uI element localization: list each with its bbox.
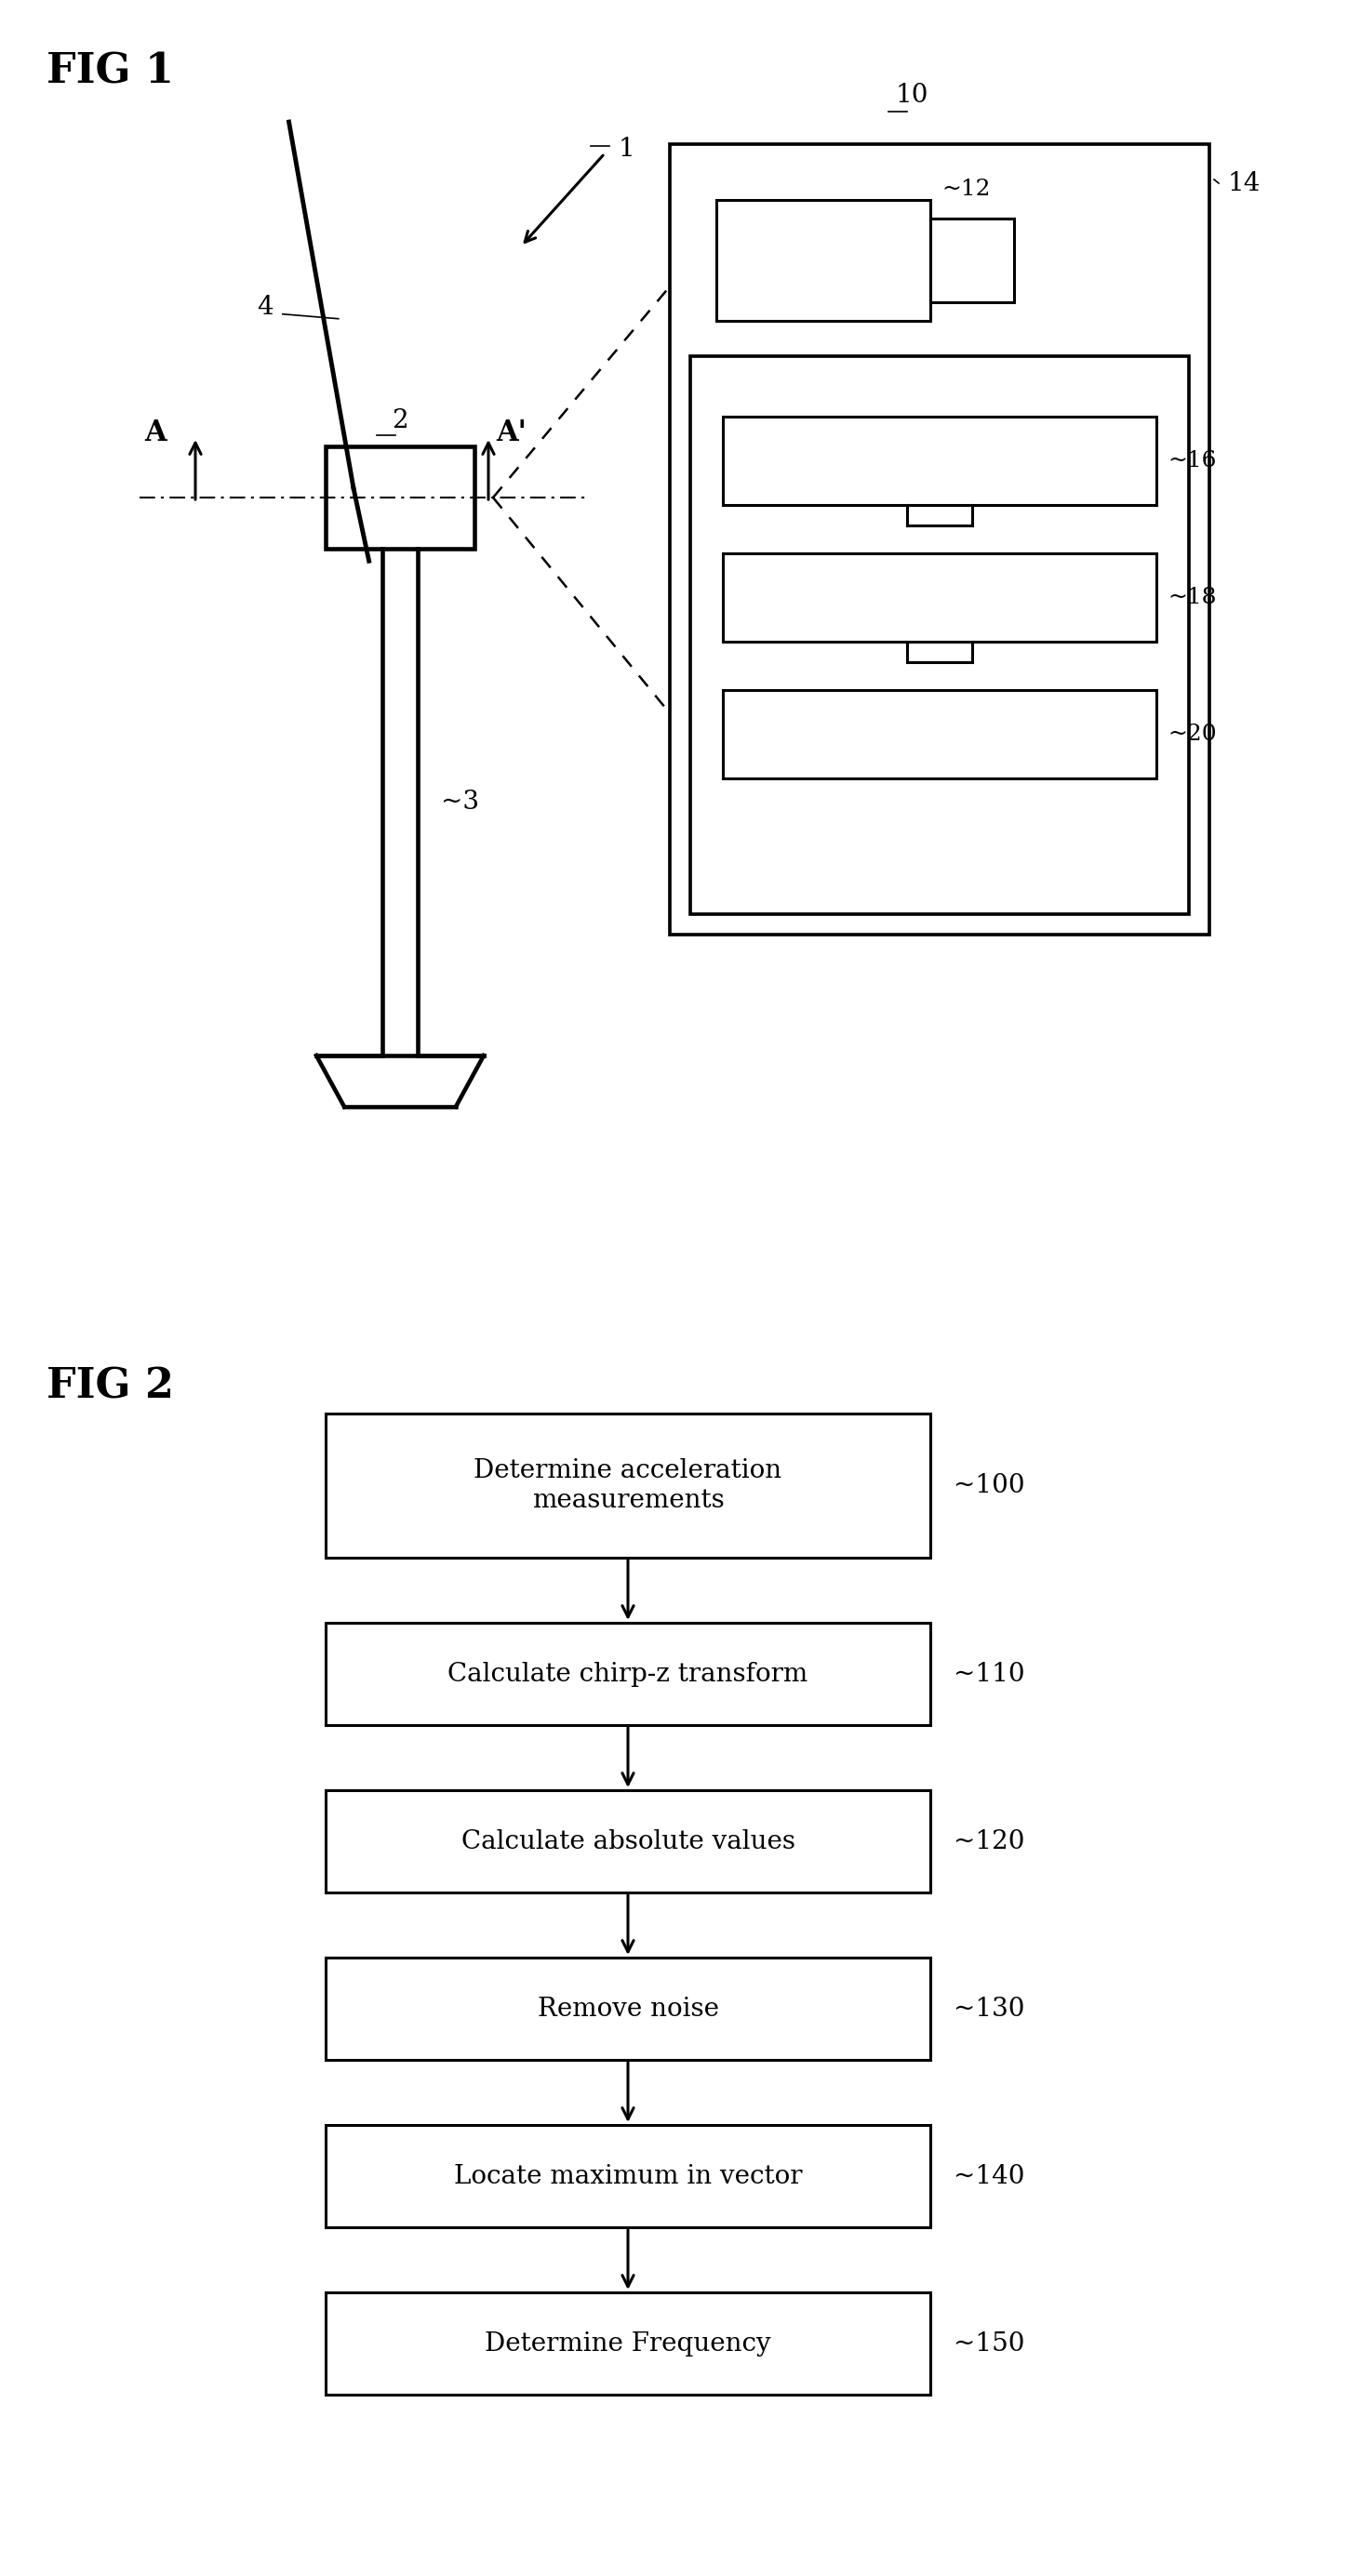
Text: 4: 4 <box>257 294 274 319</box>
Text: Calculate chirp-z transform: Calculate chirp-z transform <box>448 1662 807 1687</box>
Text: Calculate absolute values: Calculate absolute values <box>461 1829 795 1855</box>
Text: ~18: ~18 <box>1167 587 1216 608</box>
Text: ~20: ~20 <box>1167 724 1216 744</box>
Bar <box>326 1414 930 1558</box>
Text: 14: 14 <box>1228 170 1260 196</box>
Text: 2: 2 <box>392 407 408 433</box>
Text: ~16: ~16 <box>1167 451 1216 471</box>
Bar <box>326 446 474 549</box>
Text: FIG 1: FIG 1 <box>47 52 174 90</box>
Bar <box>326 1623 930 1726</box>
Bar <box>930 219 1014 301</box>
Text: FIG 2: FIG 2 <box>47 1368 174 1406</box>
Bar <box>716 201 930 322</box>
Bar <box>670 144 1209 935</box>
Text: A': A' <box>496 417 527 446</box>
Text: 1: 1 <box>619 137 635 162</box>
Text: ~150: ~150 <box>953 2331 1024 2357</box>
Text: Determine acceleration
measurements: Determine acceleration measurements <box>474 1458 782 1512</box>
Text: A: A <box>144 417 166 446</box>
Text: ~100: ~100 <box>953 1473 1024 1499</box>
Bar <box>723 417 1157 505</box>
Text: ~140: ~140 <box>953 2164 1024 2190</box>
Text: ~12: ~12 <box>941 178 991 201</box>
Bar <box>326 1790 930 1893</box>
Text: Locate maximum in vector: Locate maximum in vector <box>454 2164 802 2190</box>
Text: Remove noise: Remove noise <box>538 1996 718 2022</box>
Text: ~130: ~130 <box>953 1996 1024 2022</box>
Text: ~110: ~110 <box>953 1662 1024 1687</box>
Text: Determine Frequency: Determine Frequency <box>485 2331 771 2357</box>
Bar <box>326 1958 930 2061</box>
Text: ~120: ~120 <box>953 1829 1024 1855</box>
Text: 10: 10 <box>895 82 929 108</box>
Text: ~3: ~3 <box>441 788 479 814</box>
Bar <box>723 690 1157 778</box>
Bar <box>326 2125 930 2228</box>
Bar <box>326 2293 930 2396</box>
Bar <box>723 554 1157 641</box>
Bar <box>690 355 1189 914</box>
